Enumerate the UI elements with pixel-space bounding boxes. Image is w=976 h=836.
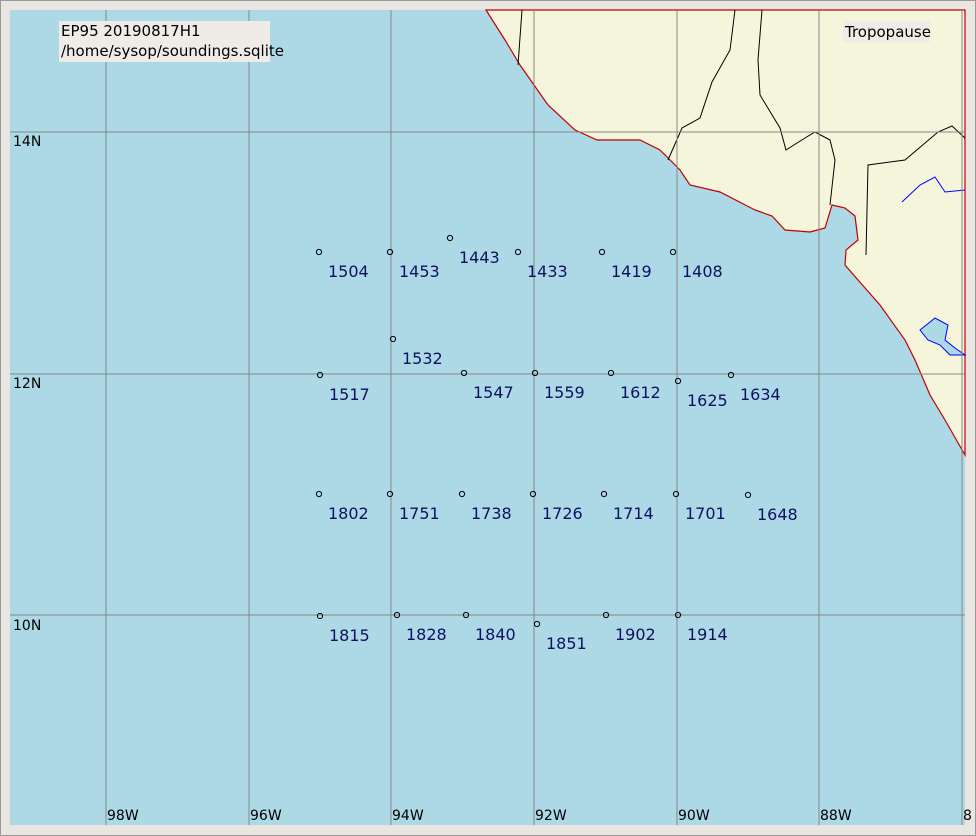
station-label: 1851 [546,634,587,653]
station-label: 1738 [471,504,512,523]
station-dot [533,620,541,628]
station-label: 1815 [329,626,370,645]
station-dot [386,490,394,498]
station-dot [316,371,324,379]
station-label: 1634 [740,385,781,404]
station-dot [598,248,606,256]
rivers [901,176,967,356]
header-line: /home/sysop/soundings.sqlite [61,42,284,60]
station-label: 1625 [687,391,728,410]
lat-label: 14N [13,134,41,150]
lon-label: 94W [392,808,424,824]
station-label: 1443 [459,248,500,267]
station-dot [600,490,608,498]
station-label: 1840 [475,625,516,644]
station-label: 1914 [687,625,728,644]
station-dot [315,490,323,498]
station-dot [393,611,401,619]
station-label: 1751 [399,504,440,523]
station-label: 1532 [402,349,443,368]
station-label: 1828 [406,625,447,644]
lon-label: 90W [678,808,710,824]
station-label: 1902 [615,625,656,644]
lat-label: 12N [13,376,41,392]
station-label: 1408 [682,262,723,281]
station-dot [602,611,610,619]
station-label: 1517 [329,385,370,404]
station-dot [446,234,454,242]
station-dot [316,612,324,620]
lon-label: 98W [107,808,139,824]
station-dot [460,369,468,377]
borders [517,9,966,256]
station-dot [744,491,752,499]
station-label: 1547 [473,383,514,402]
station-dot [674,377,682,385]
station-dot [531,369,539,377]
station-label: 1453 [399,262,440,281]
station-dot [458,490,466,498]
station-label: 1802 [328,504,369,523]
header-line: EP95 20190817H1 [61,22,201,40]
land [484,9,966,458]
station-label: 1714 [613,504,654,523]
station-dot [462,611,470,619]
station-label: 1419 [611,262,652,281]
station-dot [529,490,537,498]
station-dot [672,490,680,498]
lon-label: 8 [963,808,972,824]
station-label: 1612 [620,383,661,402]
lon-label: 92W [535,808,567,824]
layer-label: Tropopause [844,23,931,41]
station-dot [386,248,394,256]
station-label: 1726 [542,504,583,523]
station-dot [607,369,615,377]
station-label: 1648 [757,505,798,524]
station-dot [727,371,735,379]
station-dot [669,248,677,256]
lat-label: 10N [13,618,41,634]
station-dot [514,248,522,256]
station-dot [389,335,397,343]
header-box [59,21,270,62]
station-dot [315,248,323,256]
lon-label: 96W [250,808,282,824]
station-label: 1433 [527,262,568,281]
station-dot [674,611,682,619]
station-label: 1559 [544,383,585,402]
layer-box [843,21,930,42]
lon-label: 88W [820,808,852,824]
graticule [10,10,965,825]
station-label: 1504 [328,262,369,281]
station-label: 1701 [685,504,726,523]
